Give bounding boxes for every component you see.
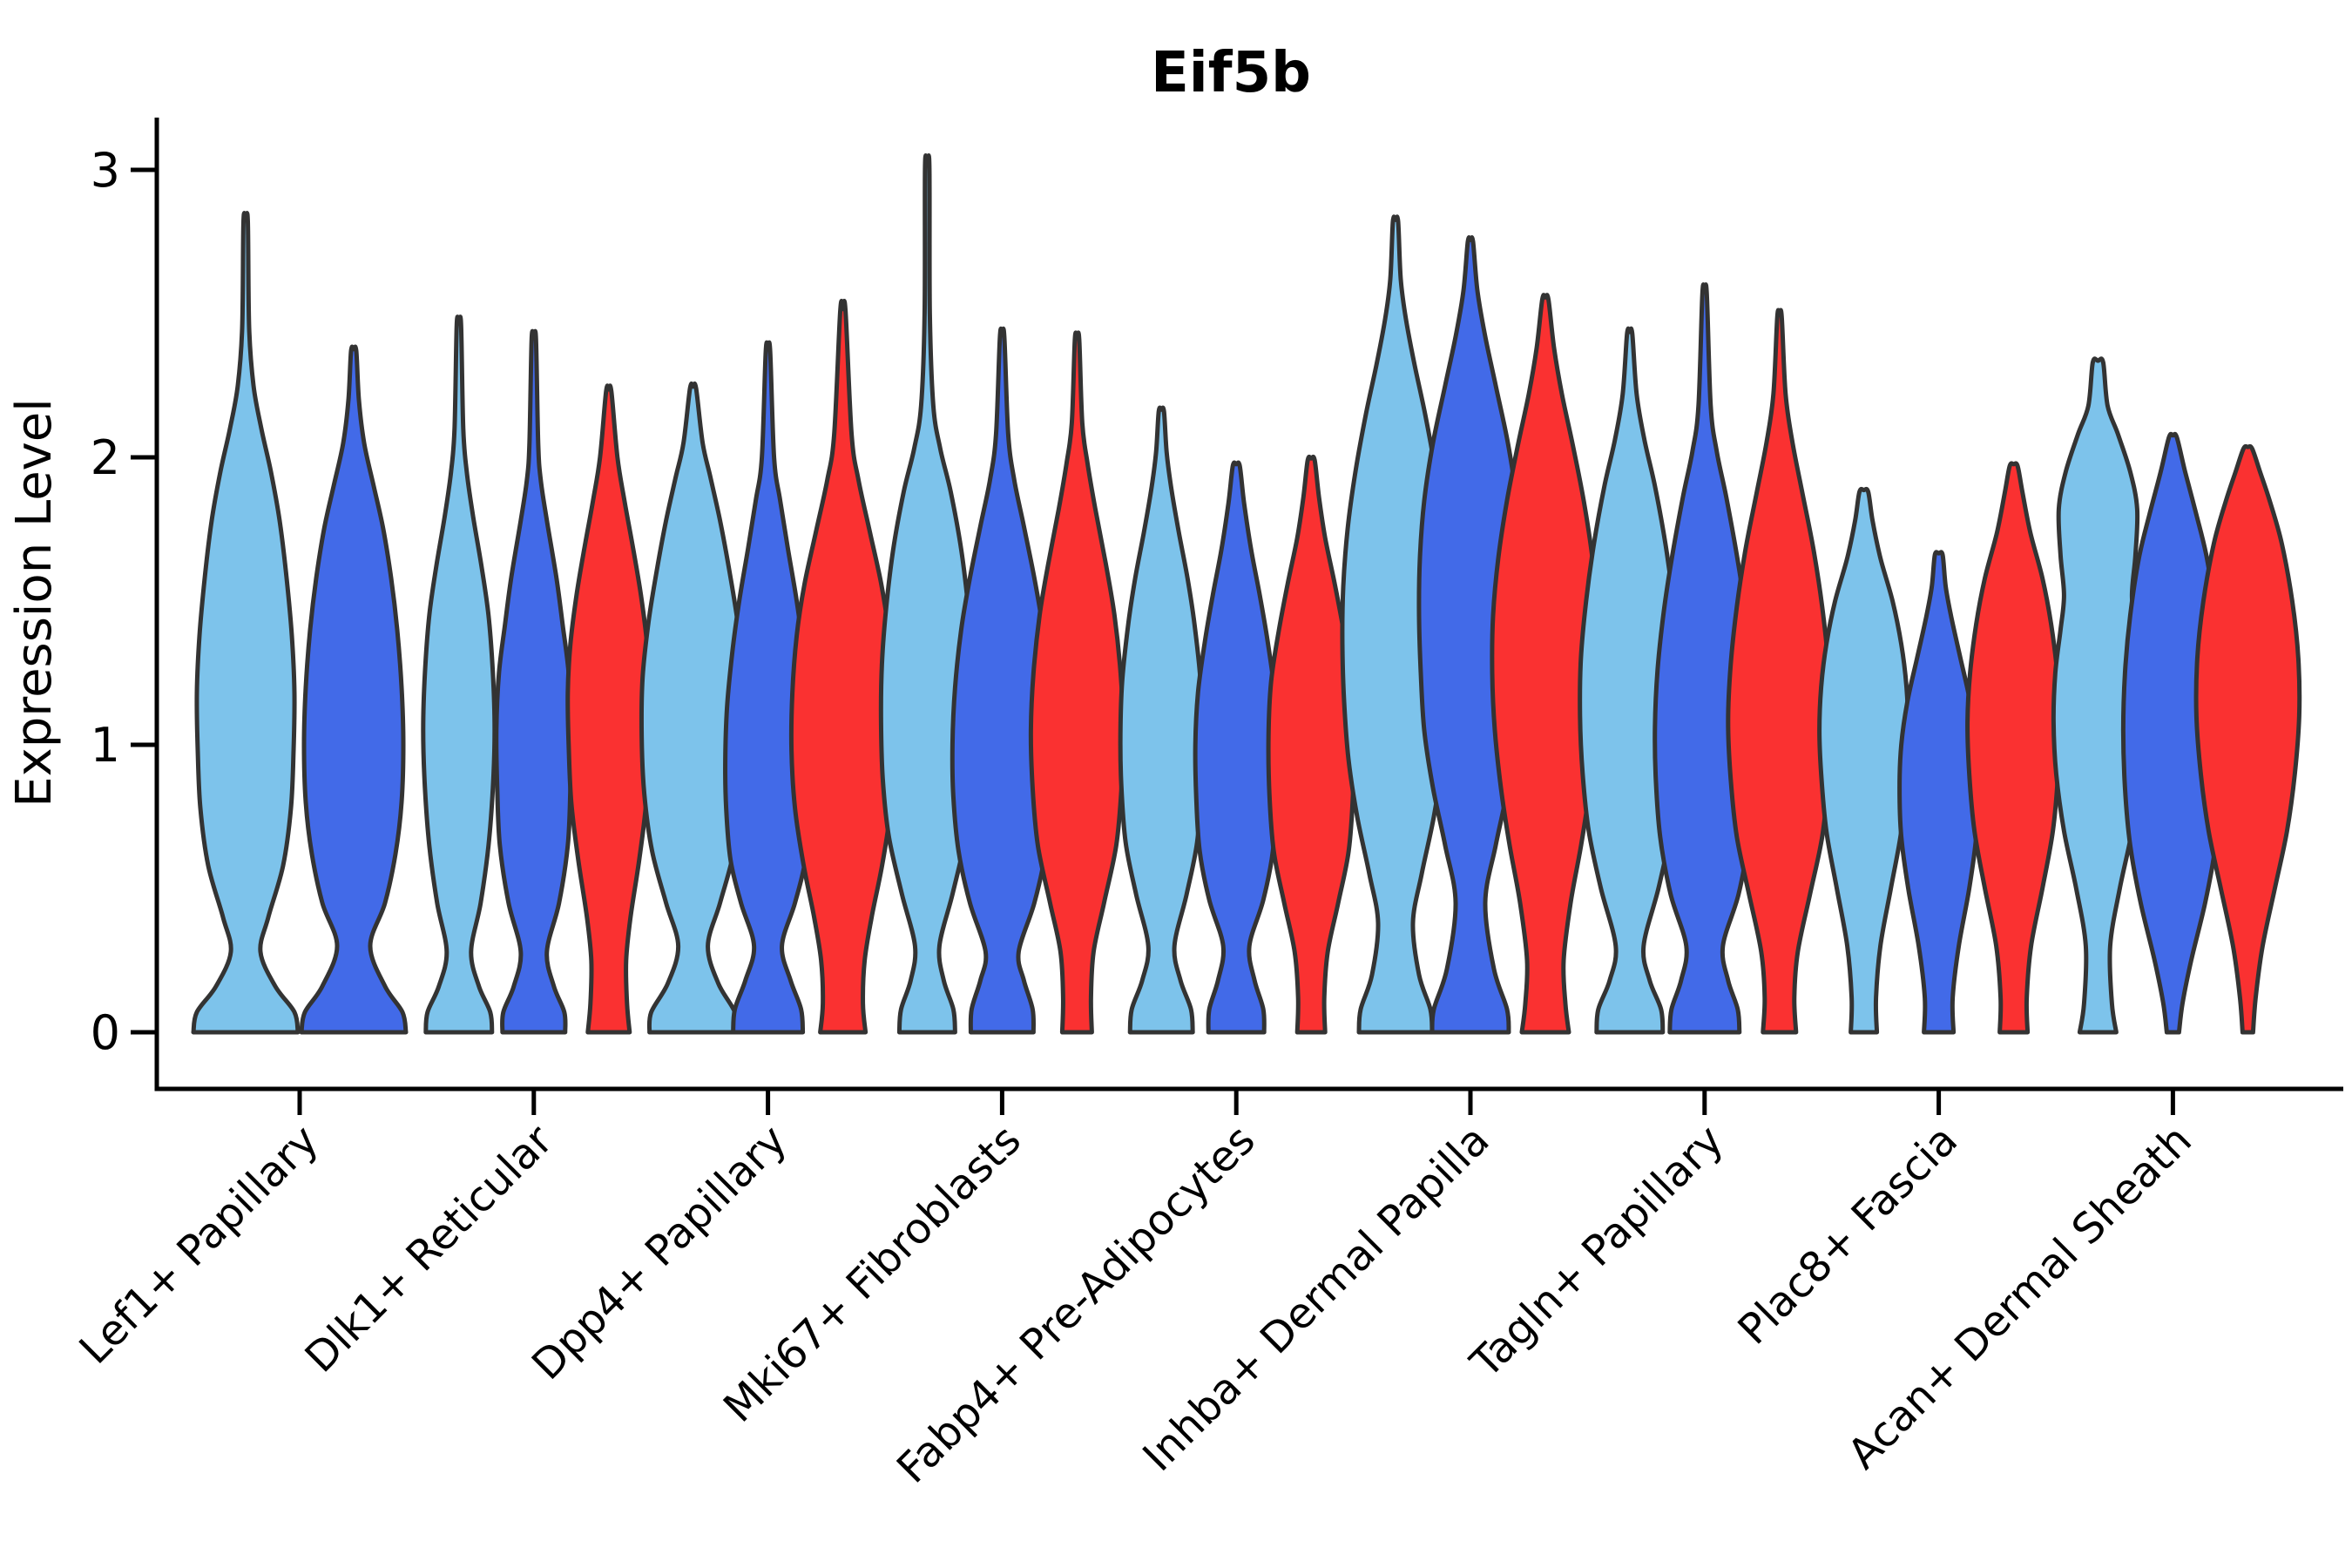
violins-layer	[191, 153, 2302, 1035]
violin-red	[1965, 461, 2063, 1035]
violin-light-blue	[421, 314, 497, 1035]
y-tick-label-0: 0	[91, 1005, 120, 1060]
y-axis-tick-marks	[131, 167, 157, 1035]
violin-red	[565, 383, 652, 1035]
y-tick-label-3: 3	[91, 143, 120, 198]
violin-dark-blue	[494, 328, 574, 1035]
violin-red	[1266, 454, 1356, 1035]
violin-light-blue	[191, 211, 301, 1035]
plot-title: Eif5b	[1151, 41, 1311, 105]
violin-dark-blue	[299, 344, 409, 1035]
y-axis-label: Expression Level	[6, 398, 63, 808]
y-tick-label-2: 2	[91, 430, 120, 485]
violin-dark-blue	[1193, 460, 1280, 1035]
y-tick-label-1: 1	[91, 718, 120, 773]
axis-spines	[154, 118, 2343, 1092]
violin-red	[2193, 443, 2302, 1035]
